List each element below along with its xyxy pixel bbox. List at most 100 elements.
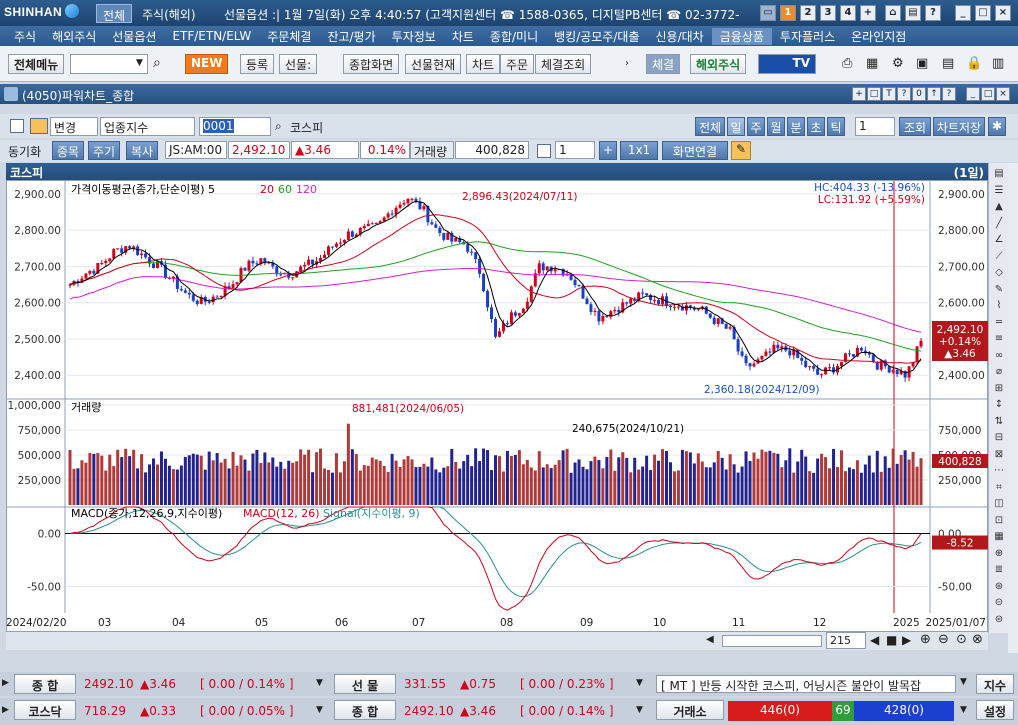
print-icon[interactable]: ▤ <box>905 5 921 21</box>
search-icon[interactable]: ⌕ <box>153 55 161 71</box>
menu-item-3[interactable]: ETF/ETN/ELW <box>172 29 252 43</box>
menu-item-2[interactable]: 선물옵션 <box>112 29 157 44</box>
folder-icon[interactable] <box>30 118 48 134</box>
bar2-dropdown-icon[interactable]: ▼ <box>316 705 323 715</box>
tab-all[interactable]: 전체 <box>96 4 133 23</box>
all-period-button[interactable]: 전체 <box>695 117 725 136</box>
menu-item-7[interactable]: 차트 <box>451 29 474 44</box>
bar1-toggle-icon[interactable]: ▶ <box>2 678 9 688</box>
menu-item-12[interactable]: 투자플러스 <box>779 29 836 44</box>
chevron-down-icon[interactable]: ▼ <box>136 58 143 68</box>
pen-icon[interactable]: ✎ <box>731 141 751 160</box>
monitor-icon[interactable]: ▭ <box>760 5 776 21</box>
close-icon[interactable]: × <box>995 5 1011 21</box>
win-minimize-icon[interactable]: _ <box>966 87 980 101</box>
menu-item-10[interactable]: 신용/대차 <box>655 29 704 44</box>
draw-tool-25-icon[interactable]: ⊛ <box>994 580 1004 592</box>
zoom-reset-icon[interactable]: ⊗ <box>972 632 983 647</box>
draw-tool-6-icon[interactable]: ◇ <box>995 267 1003 278</box>
window-2-button[interactable]: 2 <box>800 5 816 21</box>
draw-tool-9-icon[interactable]: ═ <box>995 316 1003 328</box>
draw-tool-13-icon[interactable]: ⊞ <box>994 382 1004 394</box>
draw-tool-1-icon[interactable]: ☰ <box>994 184 1004 196</box>
zoom-out-icon[interactable]: ⊖ <box>938 632 949 647</box>
tag-icon[interactable]: T <box>882 87 896 101</box>
zoom-fit-icon[interactable]: ⊙ <box>956 632 967 647</box>
period-1-button[interactable]: 주 <box>747 117 765 136</box>
draw-tool-8-icon[interactable]: ⌇ <box>996 300 1002 311</box>
sync-stock-button[interactable]: 종목 <box>52 141 84 160</box>
count-select[interactable]: 1 <box>555 141 595 159</box>
draw-tool-24-icon[interactable]: ≣ <box>994 564 1004 575</box>
order-button[interactable]: 주문 <box>500 54 535 74</box>
futures-now-button[interactable]: 선물현재 <box>405 54 462 74</box>
menu-item-1[interactable]: 해외주식 <box>52 29 97 44</box>
home-icon[interactable]: ⌂ <box>885 5 901 21</box>
prev-icon[interactable]: ◀ <box>870 633 880 647</box>
draw-tool-18-icon[interactable]: ⋯ <box>994 465 1004 476</box>
overseas-stock-button[interactable]: 해외주식 <box>690 54 747 74</box>
draw-tool-19-icon[interactable]: ⌗ <box>996 481 1002 493</box>
chart-area[interactable]: 2,900.00 2,900.00 2,800.00 2,800.00 2,700.00… <box>6 180 989 633</box>
win-maximize-icon[interactable]: □ <box>981 87 995 101</box>
bar1-dropdown2-icon[interactable]: ▼ <box>636 678 643 688</box>
index-button[interactable]: 지수 <box>976 674 1014 694</box>
bar2-dropdown2-icon[interactable]: ▼ <box>636 705 643 715</box>
menu-item-11[interactable]: 금융상품 <box>711 27 772 45</box>
draw-tool-26-icon[interactable]: ⊝ <box>994 597 1004 608</box>
window-4-button[interactable]: 4 <box>840 5 856 21</box>
exec-button[interactable]: 체결 <box>646 54 681 74</box>
period-5-button[interactable]: 틱 <box>827 117 845 136</box>
draw-tool-20-icon[interactable]: ◫ <box>994 498 1004 509</box>
period-number-select[interactable]: 1 <box>855 117 895 136</box>
win-close-icon[interactable]: × <box>996 87 1010 101</box>
add-icon[interactable]: + <box>852 87 866 101</box>
lock-icon[interactable]: 🔒 <box>966 56 983 71</box>
draw-tool-14-icon[interactable]: ↕ <box>994 399 1004 410</box>
draw-tool-15-icon[interactable]: ⇅ <box>994 415 1004 427</box>
pin-icon[interactable]: ↑ <box>927 87 941 101</box>
window-3-button[interactable]: 3 <box>820 5 836 21</box>
link-icon[interactable]: □ <box>867 87 881 101</box>
news-dropdown-icon[interactable]: ▼ <box>960 677 967 687</box>
settings-button[interactable]: 설정 <box>976 700 1014 720</box>
bar2-toggle-icon[interactable]: ▶ <box>2 705 9 715</box>
period-3-button[interactable]: 분 <box>787 117 805 136</box>
grid-icon[interactable] <box>10 119 24 133</box>
menu-search-input[interactable] <box>70 54 148 74</box>
sync-copy-button[interactable]: 복사 <box>126 141 158 160</box>
scroll-left-icon[interactable]: ◀ <box>706 634 714 645</box>
screen-icon[interactable]: ▣ <box>916 56 929 71</box>
menu-item-0[interactable]: 주식 <box>14 29 37 44</box>
save-icon[interactable]: ▥ <box>992 56 1005 71</box>
draw-tool-3-icon[interactable]: ╱ <box>995 217 1003 229</box>
ratio-button[interactable]: 1x1 <box>620 141 658 160</box>
tv-button[interactable]: TV <box>758 54 816 74</box>
code-input[interactable]: 0001 <box>199 117 271 136</box>
menu-item-13[interactable]: 온라인지점 <box>851 29 907 44</box>
draw-tool-16-icon[interactable]: ⊟ <box>994 432 1004 443</box>
period-2-button[interactable]: 월 <box>767 117 785 136</box>
zero-icon[interactable]: 0 <box>912 87 926 101</box>
combined-screen-button[interactable]: 종합화면 <box>343 54 400 74</box>
search-code-icon[interactable]: ⌕ <box>275 119 282 133</box>
menu-item-4[interactable]: 주문체결 <box>267 29 312 44</box>
window-add-button[interactable]: + <box>860 5 876 21</box>
draw-tool-0-icon[interactable]: ▤ <box>994 168 1004 179</box>
draw-tool-22-icon[interactable]: ▦ <box>994 531 1004 542</box>
printer-icon[interactable]: ⎙ <box>842 56 853 71</box>
draw-tool-21-icon[interactable]: ⊡ <box>994 514 1004 526</box>
window-1-button[interactable]: 1 <box>780 5 796 21</box>
chart-save-button[interactable]: 차트저장 <box>933 117 985 136</box>
change-select[interactable]: 변경 <box>50 117 98 136</box>
draw-tool-27-icon[interactable]: ⊜ <box>994 613 1004 625</box>
scroll-count-input[interactable]: 215 <box>826 632 866 649</box>
register-button[interactable]: 등록 <box>240 54 275 74</box>
stop-icon[interactable]: ■ <box>886 633 898 647</box>
calculator-icon[interactable]: ▦ <box>866 56 879 71</box>
futures-select[interactable]: 선물: <box>279 54 318 74</box>
chart-canvas[interactable]: 2,900.00 2,900.00 2,800.00 2,800.00 2,700.00… <box>7 181 989 633</box>
draw-tool-17-icon[interactable]: ⊠ <box>994 448 1004 460</box>
sync-icon[interactable]: ? <box>942 87 956 101</box>
menu-item-9[interactable]: 뱅킹/공모주/대출 <box>554 29 640 44</box>
